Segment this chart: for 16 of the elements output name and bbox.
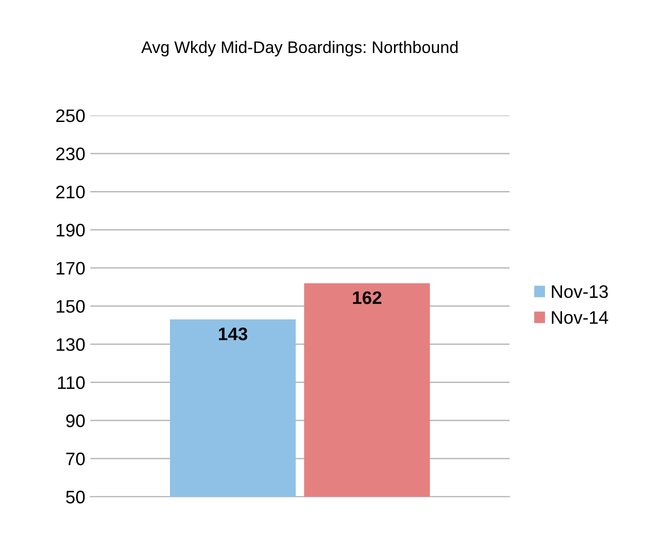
y-tick-label: 150 [56, 300, 85, 313]
y-tick-label: 230 [56, 148, 85, 160]
y-tick-label: 130 [56, 338, 85, 351]
y-tick-label: 70 [66, 452, 85, 466]
y-tick-label: 90 [66, 414, 85, 428]
legend-label: Nov-14 [552, 311, 608, 324]
y-tick-label: 50 [66, 490, 85, 504]
data-label: 143 [218, 328, 248, 340]
chart-title: Avg Wkdy Mid-Day Boardings: Northbound [141, 40, 458, 56]
y-tick-label: 170 [56, 262, 85, 275]
y-tick-label: 110 [58, 376, 85, 390]
y-tick-label: 190 [56, 224, 85, 237]
y-tick-label: 250 [56, 109, 85, 122]
y-tick-label: 210 [56, 186, 85, 198]
data-label: 162 [353, 291, 382, 304]
legend-label: Nov-13 [552, 285, 608, 298]
